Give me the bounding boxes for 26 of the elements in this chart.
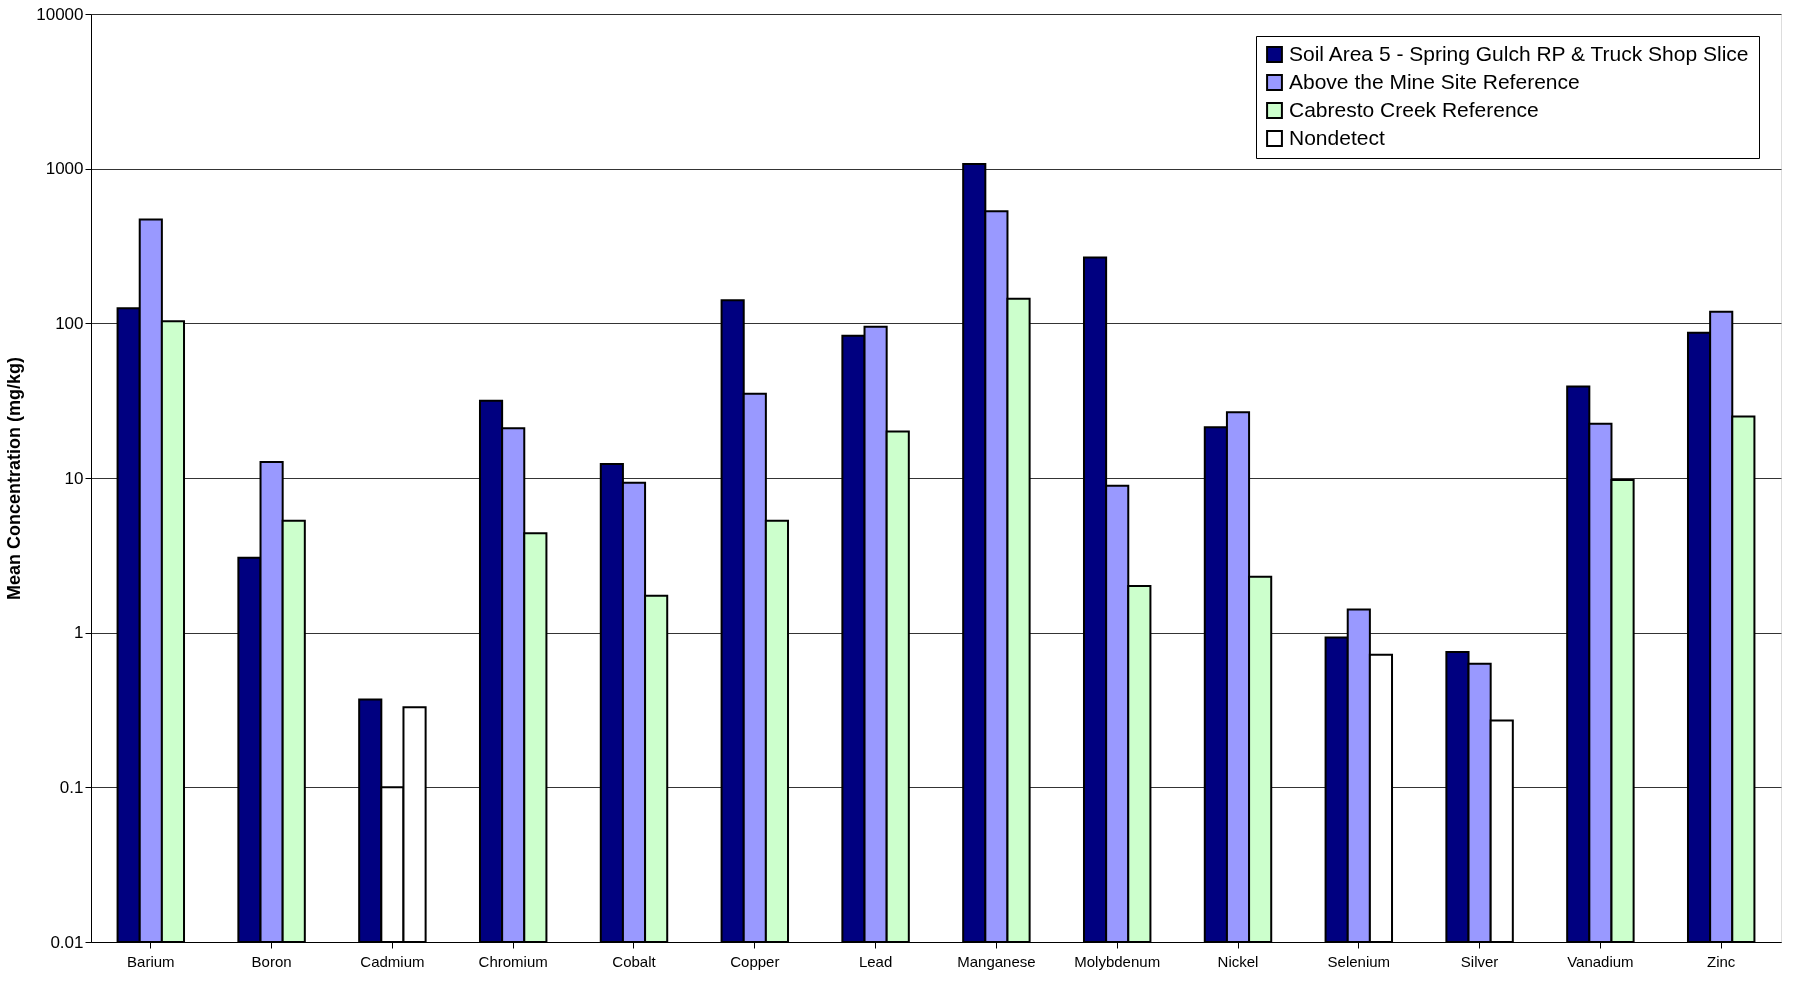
x-tick-label: Cadmium [360, 952, 425, 970]
y-axis-title: Mean Concentration (mg/kg) [4, 356, 25, 601]
legend-label: Nondetect [1289, 125, 1385, 149]
y-tick-label: 0.01 [50, 932, 84, 952]
x-tick-label: Zinc [1707, 952, 1736, 970]
x-tick-label: Selenium [1327, 952, 1391, 970]
x-tick-label: Nickel [1217, 952, 1259, 970]
y-tick-label: 10000 [36, 4, 84, 24]
legend-label: Soil Area 5 - Spring Gulch RP & Truck Shop Slice [1289, 41, 1749, 65]
y-tick-label: 1 [74, 623, 84, 643]
x-tick-label: Boron [251, 952, 292, 970]
x-tick-label: Chromium [478, 952, 548, 970]
x-tick-label: Copper [730, 952, 780, 970]
y-tick-label: 10 [64, 468, 84, 488]
legend-label: Above the Mine Site Reference [1289, 69, 1580, 93]
x-tick-label: Vanadium [1567, 952, 1634, 970]
x-tick-label: Barium [127, 952, 175, 970]
x-tick-label: Cobalt [612, 952, 657, 970]
y-tick-label: 100 [55, 313, 84, 333]
x-tick-label: Silver [1460, 952, 1499, 970]
x-tick-label: Lead [858, 952, 893, 970]
y-tick-label: 1000 [45, 159, 84, 179]
x-tick-label: Manganese [957, 952, 1036, 970]
y-tick-label: 0.1 [59, 777, 84, 797]
legend-label: Cabresto Creek Reference [1289, 97, 1539, 121]
x-tick-label: Molybdenum [1074, 952, 1161, 970]
